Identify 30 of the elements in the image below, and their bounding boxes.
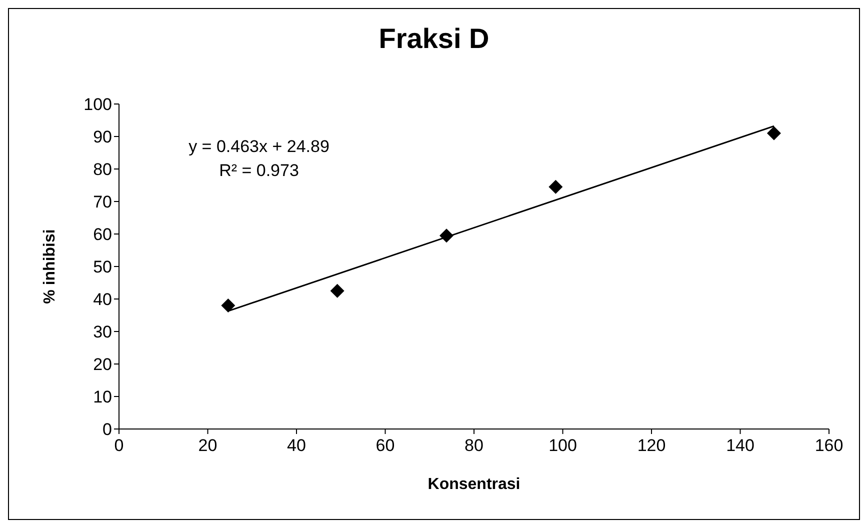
y-tick-label: 10 [93,388,112,407]
y-tick-label: 90 [93,128,112,147]
y-tick-label: 60 [93,225,112,244]
x-tick-label: 60 [376,436,395,456]
y-axis-title: % inhibisi [42,229,59,304]
x-axis-title: Konsentrasi [428,476,520,493]
x-tick-label: 100 [548,436,577,456]
point [330,284,344,298]
y-tick-label: 0 [102,420,112,440]
x-tick-label: 0 [114,436,124,456]
y-tick-label: 50 [93,258,112,277]
x-tick-label: 120 [637,436,666,456]
point [221,298,236,312]
x-tick-label: 80 [464,436,484,456]
annotation: y = 0.463x + 24.89 [188,137,330,157]
x-tick-label: 40 [287,436,306,456]
point [548,180,563,194]
x-tick-label: 140 [726,436,754,456]
x-tick-label: 160 [814,436,844,456]
chart-title: Fraksi D [378,23,490,55]
y-tick-label: 40 [93,290,112,310]
y-tick-label: 70 [93,192,112,212]
point [766,126,781,140]
y-tick-label: 30 [93,322,112,342]
x-tick-label: 20 [198,436,218,456]
annotation: R² = 0.973 [218,161,300,181]
y-tick-label: 20 [93,355,112,374]
y-tick-label: 100 [84,95,112,114]
point [439,228,454,243]
y-tick-label: 80 [93,160,112,180]
